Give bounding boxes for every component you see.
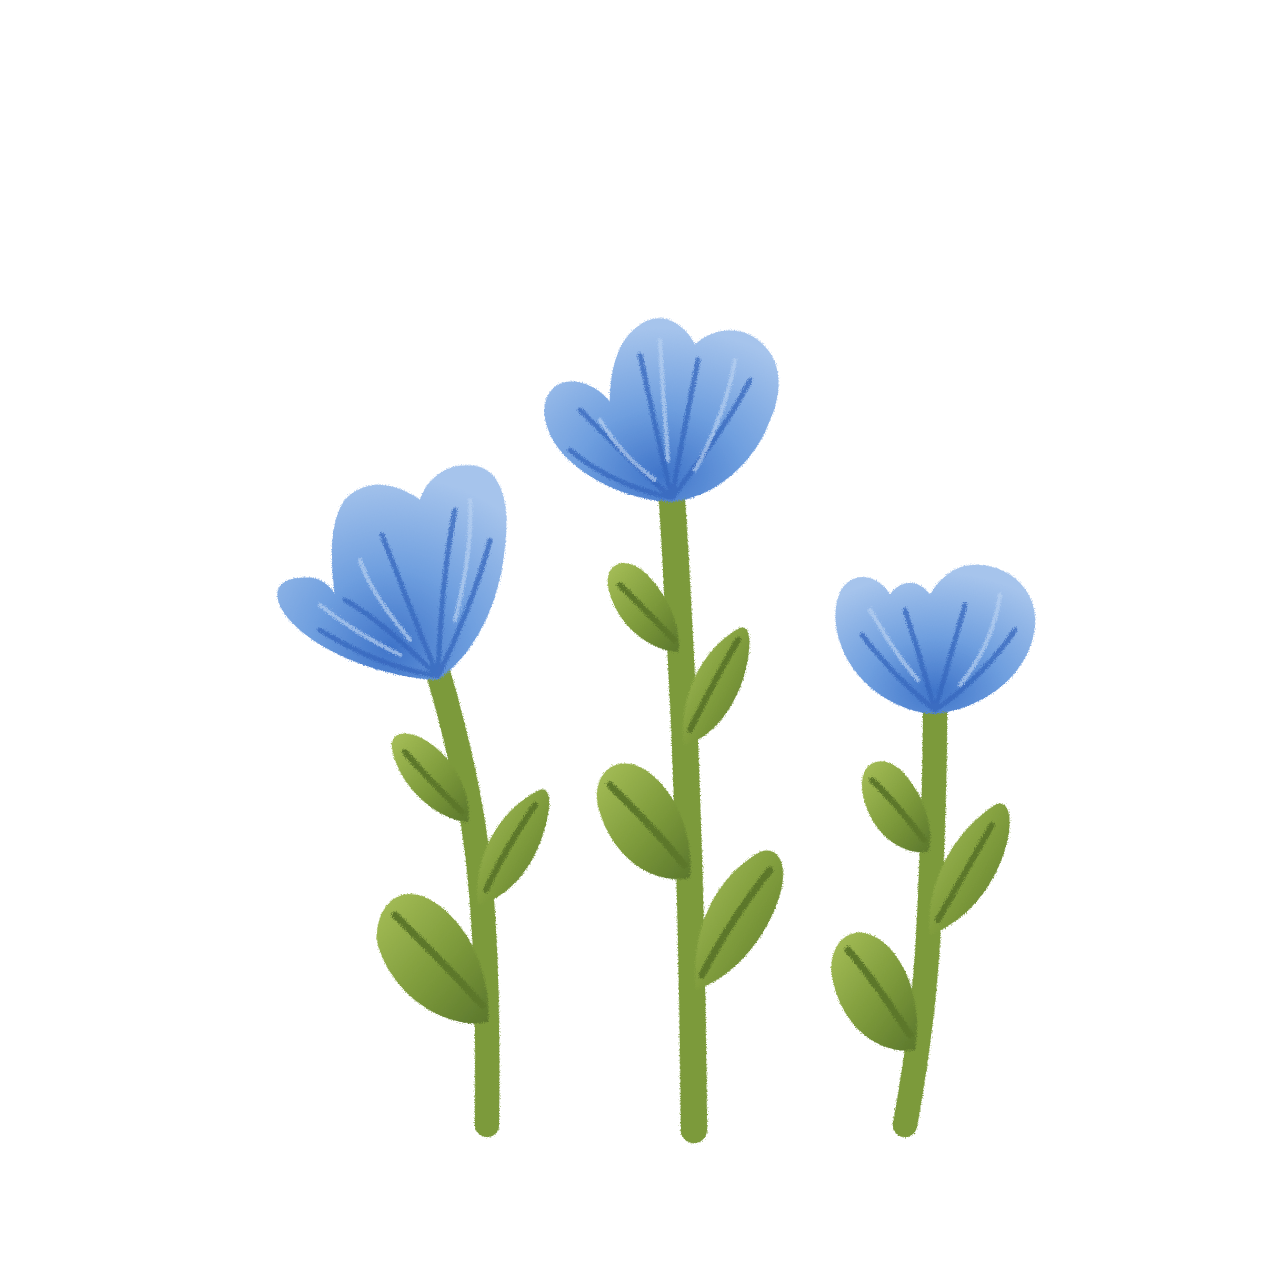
right-flower-leaf-lower-left xyxy=(831,932,917,1051)
left-flower xyxy=(277,465,549,1137)
middle-flower-stem xyxy=(659,487,707,1143)
left-flower-bloom xyxy=(277,465,507,680)
left-flower-stem xyxy=(426,660,500,1137)
middle-flower-bloom xyxy=(544,318,779,502)
right-flower xyxy=(831,565,1035,1137)
right-flower-stem xyxy=(893,700,947,1137)
middle-flower xyxy=(544,318,783,1143)
right-flower-bloom xyxy=(835,565,1035,714)
